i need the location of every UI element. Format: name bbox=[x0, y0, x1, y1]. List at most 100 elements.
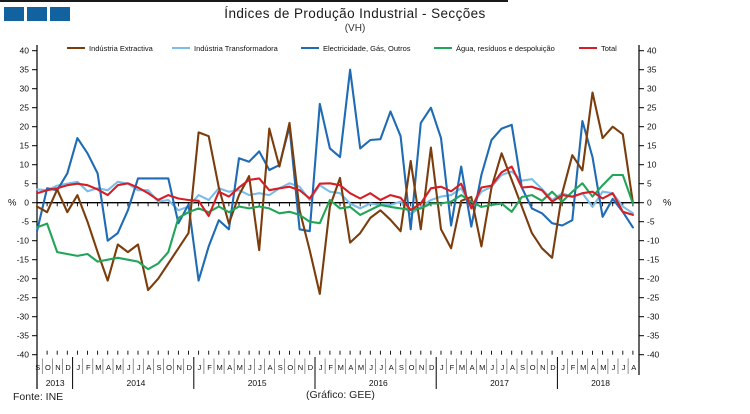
series-line bbox=[35, 68, 634, 282]
month-label: N bbox=[419, 363, 424, 372]
series-line bbox=[35, 165, 634, 218]
source-note: Fonte: INE bbox=[13, 391, 64, 403]
legend-item: Água, resíduos e despoluição bbox=[434, 43, 555, 53]
y-axis-label-right: -10 bbox=[647, 236, 660, 246]
year-label: 2014 bbox=[126, 378, 145, 388]
credit-note: (Gráfico: GEE) bbox=[306, 389, 375, 401]
y-axis-label-left: 30 bbox=[20, 84, 30, 94]
y-axis-label-left: 20 bbox=[20, 122, 30, 132]
logo-square bbox=[50, 7, 70, 21]
y-axis-label-left: 5 bbox=[24, 179, 29, 189]
y-axis-label-left: -25 bbox=[17, 293, 30, 303]
month-label: F bbox=[571, 363, 576, 372]
y-axis-label-left: -35 bbox=[17, 331, 30, 341]
month-label: M bbox=[600, 363, 606, 372]
month-label: J bbox=[622, 363, 626, 372]
legend-swatch bbox=[301, 46, 319, 50]
y-axis-label-left: -20 bbox=[17, 274, 30, 284]
series-line bbox=[35, 173, 634, 271]
y-axis-label-right: 20 bbox=[647, 122, 657, 132]
y-axis-label-right: -5 bbox=[647, 217, 655, 227]
month-label: J bbox=[76, 363, 80, 372]
month-label: A bbox=[348, 363, 353, 372]
month-label: J bbox=[248, 363, 252, 372]
y-axis-label-right: -20 bbox=[647, 274, 660, 284]
month-label: F bbox=[86, 363, 91, 372]
y-axis-label-left: 0 bbox=[24, 198, 29, 208]
month-label: O bbox=[45, 363, 51, 372]
month-label: N bbox=[55, 363, 60, 372]
month-label: O bbox=[409, 363, 415, 372]
month-label: M bbox=[338, 363, 344, 372]
month-label: F bbox=[450, 363, 455, 372]
month-label: A bbox=[470, 363, 475, 372]
month-label: D bbox=[308, 363, 314, 372]
month-label: A bbox=[268, 363, 273, 372]
month-label: N bbox=[176, 363, 181, 372]
month-label: J bbox=[258, 363, 262, 372]
y-axis-label-right: 40 bbox=[647, 46, 657, 56]
legend-swatch bbox=[172, 46, 190, 50]
month-label: M bbox=[216, 363, 222, 372]
y-axis-label-left: 15 bbox=[20, 141, 30, 151]
logo-square bbox=[4, 7, 24, 21]
month-label: S bbox=[520, 363, 525, 372]
month-label: A bbox=[146, 363, 151, 372]
month-label: A bbox=[591, 363, 596, 372]
y-axis-label-right: -30 bbox=[647, 312, 660, 322]
month-label: D bbox=[187, 363, 193, 372]
top-rule bbox=[0, 0, 508, 2]
y-axis-label-right: 0 bbox=[647, 198, 652, 208]
month-label: D bbox=[429, 363, 435, 372]
year-label: 2018 bbox=[591, 378, 610, 388]
month-label: J bbox=[501, 363, 505, 372]
month-label: A bbox=[389, 363, 394, 372]
y-axis-label-right: -15 bbox=[647, 255, 660, 265]
month-label: M bbox=[95, 363, 101, 372]
percent-label-left: % bbox=[8, 198, 17, 209]
y-axis-label-right: 5 bbox=[647, 179, 652, 189]
month-label: A bbox=[106, 363, 111, 372]
series-line bbox=[35, 91, 634, 295]
y-axis-label-left: 10 bbox=[20, 160, 30, 170]
month-label: M bbox=[358, 363, 364, 372]
legend-label: Total bbox=[601, 43, 617, 53]
legend-item: Indústria Transformadora bbox=[172, 43, 278, 53]
year-label: 2017 bbox=[490, 378, 509, 388]
y-axis-label-left: -5 bbox=[21, 217, 29, 227]
chart-legend: Indústria Extractiva Indústria Transforma… bbox=[0, 43, 750, 55]
month-label: J bbox=[440, 363, 444, 372]
y-axis-label-right: 10 bbox=[647, 160, 657, 170]
year-label: 2013 bbox=[46, 378, 65, 388]
y-axis-label-left: 40 bbox=[20, 46, 30, 56]
y-axis-label-right: -25 bbox=[647, 293, 660, 303]
legend-label: Água, resíduos e despoluição bbox=[456, 43, 555, 53]
legend-swatch bbox=[434, 46, 452, 50]
y-axis-label-right: 15 bbox=[647, 141, 657, 151]
page-title: Índices de Produção Industrial - Secções bbox=[224, 6, 486, 21]
logo-squares bbox=[4, 7, 70, 21]
month-label: S bbox=[35, 363, 40, 372]
year-label: 2016 bbox=[369, 378, 388, 388]
month-label: J bbox=[127, 363, 131, 372]
month-label: A bbox=[510, 363, 515, 372]
y-axis-label-right: -35 bbox=[647, 331, 660, 341]
month-label: N bbox=[298, 363, 303, 372]
y-axis-label-left: 25 bbox=[20, 103, 30, 113]
month-label: N bbox=[540, 363, 545, 372]
month-label: D bbox=[550, 363, 556, 372]
month-label: M bbox=[580, 363, 586, 372]
month-label: O bbox=[530, 363, 536, 372]
month-label: J bbox=[490, 363, 494, 372]
y-axis-label-left: -30 bbox=[17, 312, 30, 322]
page-subtitle: (VH) bbox=[344, 23, 366, 34]
month-label: J bbox=[379, 363, 383, 372]
y-axis-label-right: 30 bbox=[647, 84, 657, 94]
month-label: M bbox=[115, 363, 121, 372]
y-axis-label-right: 25 bbox=[647, 103, 657, 113]
legend-item: Indústria Extractiva bbox=[67, 43, 153, 53]
month-label: A bbox=[227, 363, 232, 372]
month-label: O bbox=[287, 363, 293, 372]
